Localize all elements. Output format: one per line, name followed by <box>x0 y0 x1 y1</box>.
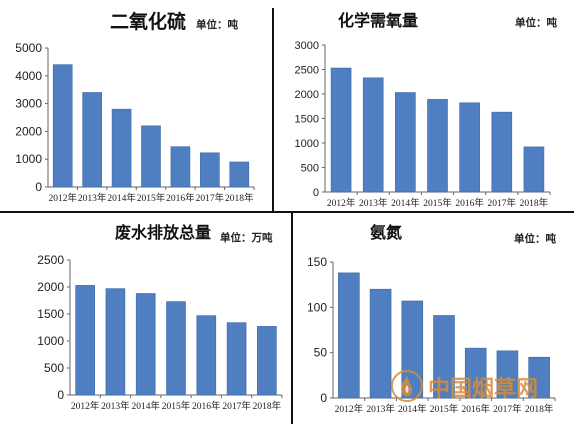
x-tick-label: 2014年 <box>107 192 136 204</box>
bar-2014年 <box>135 293 156 396</box>
bar-2014年 <box>401 300 424 399</box>
bar-2016年 <box>459 102 480 193</box>
x-tick-label: 2018年 <box>525 403 554 415</box>
x-tick-label: 2018年 <box>520 197 549 209</box>
x-tick-label: 2012年 <box>327 197 356 209</box>
x-tick-label: 2016年 <box>166 192 195 204</box>
x-tick-label: 2015年 <box>423 197 452 209</box>
y-tick-label: 2500 <box>37 253 64 267</box>
chart-panel-3: 废水排放总量 单位：万吨 0 500 1000 1500 2000 2500 2012年 2013… <box>37 223 283 412</box>
y-tick-label: 2000 <box>295 89 319 101</box>
flame-icon <box>391 370 423 402</box>
y-tick-label: 1500 <box>37 307 64 321</box>
unit-label: 单位：吨 <box>196 18 238 31</box>
y-tick-label: 3000 <box>295 40 319 52</box>
y-tick-label: 1000 <box>37 334 64 348</box>
bar-2018年 <box>528 356 550 399</box>
bar-2018年 <box>229 161 250 188</box>
y-tick-label: 500 <box>301 163 319 175</box>
bar-2018年 <box>257 326 277 396</box>
y-tick-label: 500 <box>44 361 64 375</box>
bar-2013年 <box>105 288 126 396</box>
y-tick-label: 100 <box>307 300 327 314</box>
bar-2017年 <box>491 111 513 193</box>
bar-2017年 <box>226 322 247 396</box>
x-tick-label: 2017年 <box>196 192 225 204</box>
x-tick-label: 2018年 <box>253 400 282 412</box>
bar-2012年 <box>338 272 360 399</box>
bar-2013年 <box>362 77 384 193</box>
y-tick-label: 1500 <box>295 114 319 126</box>
watermark: 中国烟草网 <box>391 370 538 402</box>
watermark-text: 中国烟草网 <box>428 376 538 402</box>
chart-title: 氨氮 <box>370 223 402 242</box>
x-tick-label: 2017年 <box>493 403 522 415</box>
y-tick-label: 4000 <box>15 69 42 83</box>
bar-2016年 <box>464 347 487 399</box>
y-tick-label: 2000 <box>15 124 42 138</box>
bar-2014年 <box>395 92 416 193</box>
y-tick-label: 0 <box>57 388 64 402</box>
unit-label: 单位：吨 <box>514 232 556 245</box>
y-tick-label: 5000 <box>15 41 42 55</box>
x-tick-label: 2015年 <box>162 400 191 412</box>
y-tick-label: 0 <box>35 180 42 194</box>
x-tick-label: 2012年 <box>71 400 100 412</box>
x-tick-label: 2013年 <box>359 197 388 209</box>
bar-2012年 <box>75 285 95 396</box>
x-tick-label: 2013年 <box>366 403 395 415</box>
y-tick-label: 50 <box>314 346 328 360</box>
x-tick-label: 2018年 <box>225 192 254 204</box>
x-tick-label: 2014年 <box>391 197 420 209</box>
bar-2017年 <box>496 350 519 399</box>
bar-2015年 <box>141 125 161 188</box>
x-tick-label: 2013年 <box>101 400 130 412</box>
x-tick-label: 2016年 <box>461 403 490 415</box>
bar-2012年 <box>330 67 352 193</box>
bar-2013年 <box>82 92 102 188</box>
bar-2015年 <box>433 315 455 399</box>
bar-2016年 <box>170 146 191 188</box>
y-tick-label: 2500 <box>295 65 319 77</box>
unit-label: 单位：吨 <box>515 16 557 29</box>
bar-2015年 <box>427 99 448 193</box>
bar-2017年 <box>200 152 220 188</box>
bar-2013年 <box>369 288 392 399</box>
x-tick-label: 2012年 <box>48 192 77 204</box>
y-tick-label: 150 <box>307 255 327 269</box>
y-tick-label: 2000 <box>37 280 64 294</box>
x-tick-label: 2017年 <box>222 400 251 412</box>
unit-label: 单位：万吨 <box>220 231 273 244</box>
chart-title: 化学需氧量 <box>338 11 418 30</box>
bar-2016年 <box>196 315 217 396</box>
x-tick-label: 2012年 <box>335 403 364 415</box>
y-tick-label: 3000 <box>15 97 42 111</box>
chart-title: 废水排放总量 <box>115 223 211 242</box>
chart-panel-4: 氨氮 单位：吨 0 50 100 150 2012年 2013年 2014年 2015年 2016年… <box>307 223 557 415</box>
y-tick-label: 1000 <box>15 152 42 166</box>
x-tick-label: 2016年 <box>455 197 484 209</box>
x-tick-label: 2013年 <box>78 192 107 204</box>
x-tick-label: 2015年 <box>430 403 459 415</box>
bar-2018年 <box>523 146 545 193</box>
x-tick-label: 2017年 <box>488 197 517 209</box>
x-tick-label: 2016年 <box>192 400 221 412</box>
bar-2015年 <box>166 301 186 396</box>
y-tick-label: 1000 <box>295 138 319 150</box>
chart-title: 二氧化硫 <box>110 10 186 33</box>
x-tick-label: 2014年 <box>131 400 160 412</box>
y-tick-label: 0 <box>320 391 327 405</box>
x-tick-label: 2014年 <box>398 403 427 415</box>
x-tick-label: 2015年 <box>137 192 166 204</box>
panel-dividers <box>0 8 574 424</box>
bar-2012年 <box>52 64 73 188</box>
bar-2014年 <box>111 108 132 188</box>
y-tick-label: 0 <box>313 187 319 199</box>
